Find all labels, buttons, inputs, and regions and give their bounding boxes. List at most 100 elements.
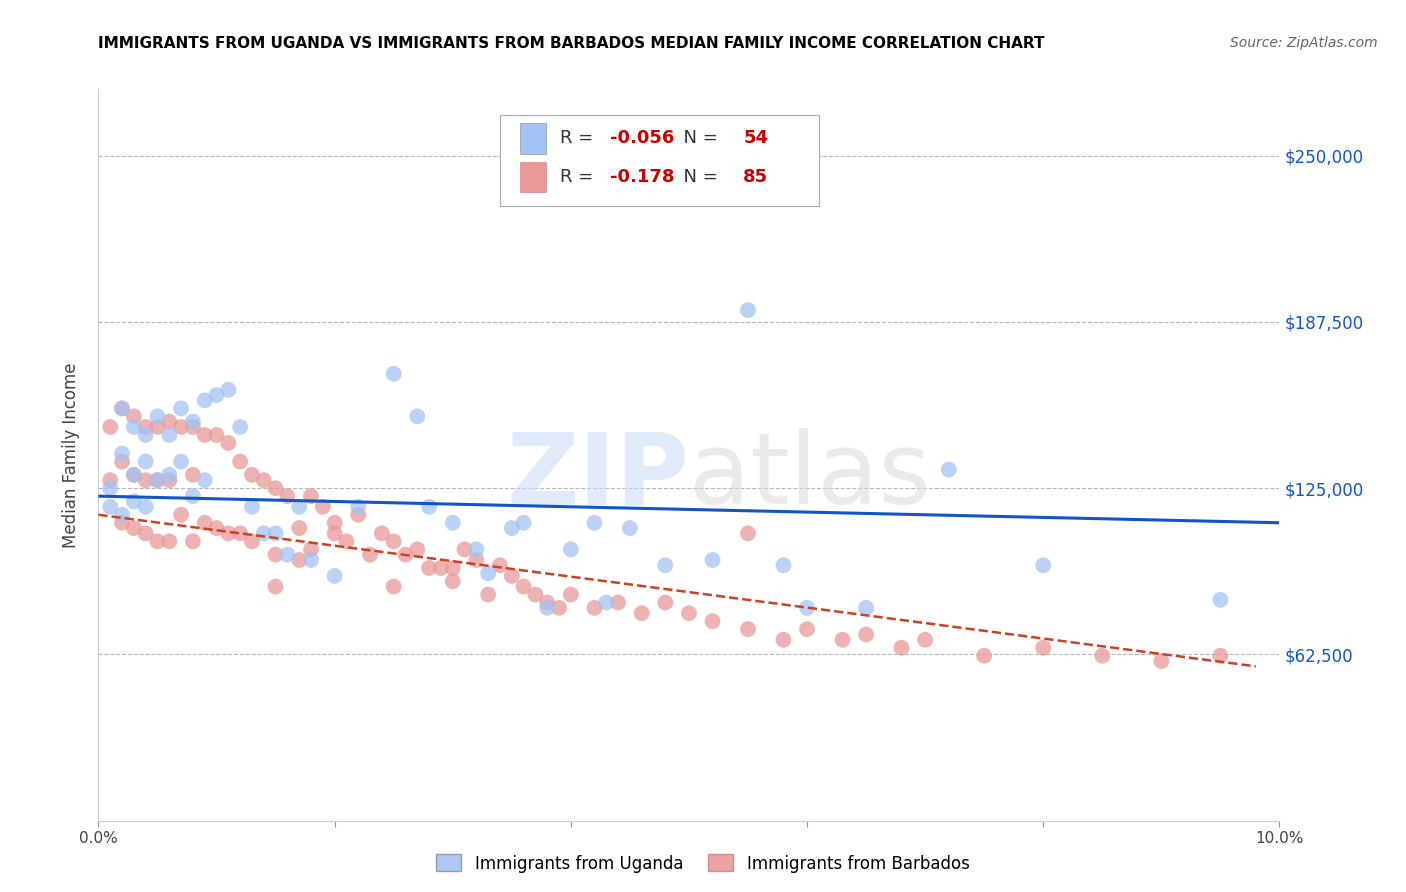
- Point: [276, 489, 298, 503]
- Point: [441, 516, 464, 530]
- Point: [229, 526, 252, 541]
- Point: [111, 508, 134, 522]
- Point: [111, 454, 134, 468]
- Point: [796, 622, 818, 636]
- Point: [170, 420, 193, 434]
- Point: [323, 569, 346, 583]
- Point: [1032, 558, 1054, 573]
- Point: [702, 614, 724, 628]
- Point: [217, 436, 239, 450]
- Point: [548, 600, 571, 615]
- Text: -0.056: -0.056: [610, 129, 675, 147]
- Point: [170, 401, 193, 416]
- Point: [194, 516, 217, 530]
- Point: [737, 526, 759, 541]
- Point: [229, 454, 252, 468]
- Point: [359, 548, 381, 562]
- Point: [111, 516, 134, 530]
- Point: [512, 580, 534, 594]
- Point: [323, 516, 346, 530]
- Point: [253, 473, 276, 487]
- Point: [240, 534, 263, 549]
- Point: [441, 561, 464, 575]
- Point: [477, 566, 499, 581]
- Point: [453, 542, 475, 557]
- Point: [772, 558, 794, 573]
- Point: [607, 595, 630, 609]
- Point: [855, 627, 877, 641]
- Point: [654, 595, 676, 609]
- Point: [98, 473, 121, 487]
- Point: [135, 428, 157, 442]
- Point: [406, 542, 429, 557]
- Point: [146, 534, 169, 549]
- Text: 85: 85: [744, 168, 769, 186]
- Point: [181, 489, 204, 503]
- Point: [217, 526, 239, 541]
- Point: [135, 473, 157, 487]
- Point: [98, 500, 121, 514]
- Point: [772, 632, 794, 647]
- Point: [418, 500, 440, 514]
- Point: [170, 508, 193, 522]
- Point: [157, 415, 180, 429]
- Point: [335, 534, 357, 549]
- Point: [855, 600, 877, 615]
- Point: [181, 467, 204, 482]
- Point: [122, 467, 145, 482]
- Point: [299, 553, 322, 567]
- Point: [831, 632, 853, 647]
- Point: [146, 409, 169, 424]
- Point: [418, 561, 440, 575]
- Point: [240, 467, 263, 482]
- Point: [299, 489, 322, 503]
- Point: [914, 632, 936, 647]
- Point: [135, 420, 157, 434]
- Point: [430, 561, 453, 575]
- Point: [583, 516, 606, 530]
- Point: [122, 420, 145, 434]
- Point: [157, 428, 180, 442]
- Point: [973, 648, 995, 663]
- Point: [111, 401, 134, 416]
- Point: [796, 600, 818, 615]
- Point: [288, 500, 311, 514]
- Point: [299, 542, 322, 557]
- Point: [194, 393, 217, 408]
- Point: [111, 447, 134, 461]
- Point: [382, 534, 405, 549]
- Y-axis label: Median Family Income: Median Family Income: [62, 362, 80, 548]
- Point: [135, 526, 157, 541]
- Point: [229, 420, 252, 434]
- Text: R =: R =: [560, 168, 599, 186]
- Point: [264, 481, 287, 495]
- Point: [394, 548, 416, 562]
- Point: [702, 553, 724, 567]
- Legend: Immigrants from Uganda, Immigrants from Barbados: Immigrants from Uganda, Immigrants from …: [430, 847, 976, 880]
- Point: [501, 521, 523, 535]
- Point: [264, 580, 287, 594]
- Point: [181, 415, 204, 429]
- Point: [441, 574, 464, 589]
- Point: [288, 553, 311, 567]
- Point: [288, 521, 311, 535]
- Point: [560, 542, 582, 557]
- Point: [583, 600, 606, 615]
- Point: [157, 467, 180, 482]
- Text: ZIP: ZIP: [506, 428, 689, 525]
- Bar: [520, 161, 546, 193]
- Point: [536, 595, 558, 609]
- Point: [253, 526, 276, 541]
- Point: [512, 516, 534, 530]
- Point: [122, 467, 145, 482]
- Text: R =: R =: [560, 129, 599, 147]
- Point: [240, 500, 263, 514]
- Text: -0.178: -0.178: [610, 168, 675, 186]
- Point: [654, 558, 676, 573]
- Point: [146, 420, 169, 434]
- Text: 54: 54: [744, 129, 768, 147]
- Point: [1209, 648, 1232, 663]
- Point: [194, 428, 217, 442]
- Point: [737, 622, 759, 636]
- Point: [347, 508, 370, 522]
